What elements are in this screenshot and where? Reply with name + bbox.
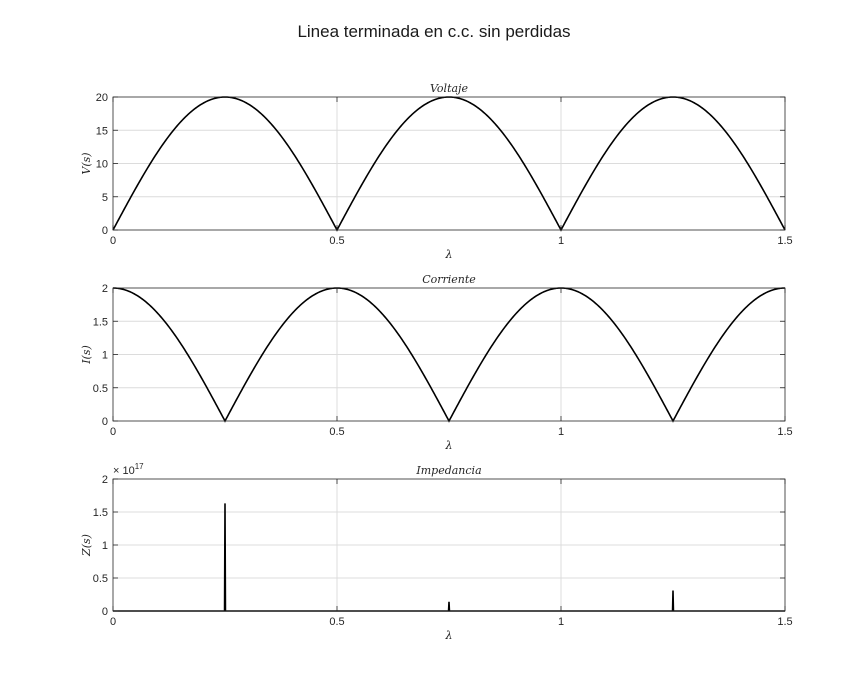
impedancia-ytick-label: 1.5 [93,507,108,519]
impedancia-xtick-label: 0.5 [329,616,344,628]
impedancia-ytick-label: 1 [102,540,108,552]
impedancia-ytick-label: 0.5 [93,573,108,585]
voltaje-xtick-label: 0.5 [329,235,344,247]
corriente-ytick-label: 1.5 [93,316,108,328]
voltaje-ytick-label: 5 [102,192,108,204]
impedancia-series-line [113,503,785,612]
corriente-xtick-label: 0.5 [329,426,344,438]
figure-title: Linea terminada en c.c. sin perdidas [297,22,571,41]
voltaje-ytick-label: 10 [96,159,108,171]
corriente-ylabel: I(s) [80,345,93,365]
voltaje-ytick-label: 0 [102,225,108,237]
impedancia-exponent-power: 17 [135,462,144,471]
corriente-xtick-label: 1.5 [777,426,792,438]
impedancia-ytick-label: 2 [102,474,108,486]
voltaje-ytick-label: 15 [96,125,108,137]
corriente-xlabel: λ [445,439,453,452]
impedancia-xtick-label: 0 [110,616,116,628]
voltaje-xtick-label: 0 [110,235,116,247]
impedancia-exponent-label: × 1017 [113,462,144,477]
voltaje-xtick-label: 1.5 [777,235,792,247]
voltaje-xtick-label: 1 [558,235,564,247]
voltaje-subplot-title: Voltaje [430,82,468,95]
impedancia-xtick-label: 1.5 [777,616,792,628]
corriente-xtick-label: 0 [110,426,116,438]
impedancia-xlabel: λ [445,629,453,642]
voltaje-ytick-label: 20 [96,92,108,104]
impedancia-xtick-label: 1 [558,616,564,628]
impedancia-ytick-label: 0 [102,606,108,618]
voltaje-ylabel: V(s) [80,152,93,174]
impedancia-ylabel: Z(s) [80,534,93,557]
corriente-ytick-label: 0.5 [93,383,108,395]
corriente-ytick-label: 0 [102,416,108,428]
corriente-xtick-label: 1 [558,426,564,438]
corriente-ytick-label: 1 [102,350,108,362]
corriente-ytick-label: 2 [102,283,108,295]
impedancia-subplot-title: Impedancia [415,464,481,477]
corriente-subplot-title: Corriente [422,273,476,286]
voltaje-xlabel: λ [445,248,453,261]
